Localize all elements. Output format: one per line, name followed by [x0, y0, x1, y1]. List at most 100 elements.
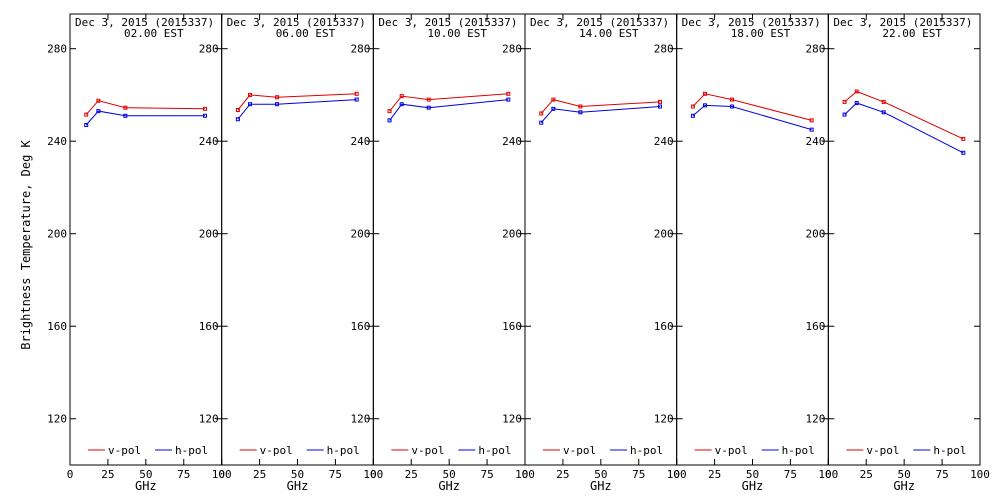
v-pol-point [578, 104, 583, 109]
x-tick-label: 100 [818, 468, 838, 481]
x-tick-label: 0 [67, 468, 74, 481]
h-pol-point [235, 117, 240, 122]
h-pol-point [248, 102, 253, 107]
h-pol-point [578, 110, 583, 115]
y-tick-label: 120 [805, 413, 825, 426]
x-tick-label: 0 [218, 468, 225, 481]
panel-date: Dec 3, 2015 (2015337) [227, 16, 366, 29]
x-axis-title: GHz [742, 479, 764, 493]
x-axis-title: GHz [135, 479, 157, 493]
y-tick-label: 120 [502, 413, 522, 426]
h-pol-point [426, 105, 431, 110]
v-pol-point [275, 95, 280, 100]
v-pol-point [703, 91, 708, 96]
x-tick-label: 25 [708, 468, 721, 481]
h-pol-line [389, 99, 509, 121]
legend-label-v-pol: v-pol [411, 444, 444, 457]
y-tick-label: 240 [47, 135, 67, 148]
panel-4: Dec 3, 2015 (2015337)14.00 EST 120 160 200 2… [502, 13, 687, 493]
panel-date: Dec 3, 2015 (2015337) [378, 16, 517, 29]
y-tick-label: 280 [654, 43, 674, 56]
x-tick-label: 25 [556, 468, 569, 481]
h-pol-point [506, 97, 511, 102]
v-pol-point [842, 99, 847, 104]
h-pol-point [539, 120, 544, 125]
v-pol-line [692, 93, 812, 121]
v-pol-point [202, 106, 207, 111]
y-tick-label: 280 [47, 43, 67, 56]
y-tick-label: 120 [47, 413, 67, 426]
x-tick-label: 25 [101, 468, 114, 481]
legend-label-h-pol: h-pol [478, 444, 511, 457]
panels: Dec 3, 2015 (2015337)02.00 EST1201602002… [47, 13, 990, 493]
h-pol-point [84, 123, 89, 128]
v-pol-point [854, 89, 859, 94]
v-pol-point [657, 99, 662, 104]
x-tick-label: 100 [970, 468, 990, 481]
v-pol-point [123, 105, 128, 110]
h-pol-point [96, 109, 101, 114]
h-pol-line [237, 99, 357, 120]
v-pol-point [961, 136, 966, 141]
h-pol-point [854, 101, 859, 106]
y-tick-label: 160 [47, 320, 67, 333]
x-tick-label: 0 [522, 468, 529, 481]
y-tick-label: 240 [502, 135, 522, 148]
panel-time: 02.00 EST [124, 27, 184, 40]
legend-label-v-pol: v-pol [563, 444, 596, 457]
x-tick-label: 50 [291, 468, 304, 481]
x-tick-label: 100 [363, 468, 383, 481]
v-pol-point [399, 94, 404, 99]
x-tick-label: 25 [860, 468, 873, 481]
x-tick-label: 100 [667, 468, 687, 481]
v-pol-point [426, 97, 431, 102]
y-tick-label: 120 [350, 413, 370, 426]
x-tick-label: 50 [443, 468, 456, 481]
x-tick-label: 50 [139, 468, 152, 481]
v-pol-point [730, 97, 735, 102]
v-pol-point [881, 99, 886, 104]
v-pol-point [551, 97, 556, 102]
h-pol-point [961, 150, 966, 155]
x-axis-title: GHz [287, 479, 309, 493]
y-tick-label: 240 [350, 135, 370, 148]
v-pol-line [389, 93, 509, 112]
v-pol-point [235, 107, 240, 112]
h-pol-point [730, 104, 735, 109]
x-tick-label: 50 [898, 468, 911, 481]
x-axis-title: GHz [590, 479, 612, 493]
y-tick-label: 200 [47, 228, 67, 241]
v-pol-point [84, 112, 89, 117]
h-pol-point [690, 113, 695, 118]
v-pol-line [540, 99, 661, 114]
x-tick-label: 100 [515, 468, 535, 481]
legend-label-h-pol: h-pol [175, 444, 208, 457]
h-pol-line [85, 110, 205, 126]
h-pol-point [399, 102, 404, 107]
y-tick-label: 240 [199, 135, 219, 148]
h-pol-point [202, 113, 207, 118]
y-tick-label: 240 [654, 135, 674, 148]
legend-label-v-pol: v-pol [715, 444, 748, 457]
h-pol-point [842, 112, 847, 117]
v-pol-line [85, 100, 206, 115]
y-tick-label: 160 [350, 320, 370, 333]
y-tick-label: 240 [805, 135, 825, 148]
panel-3: Dec 3, 2015 (2015337)10.00 EST 120 160 200 2… [350, 13, 535, 493]
h-pol-line [844, 102, 964, 154]
legend-label-v-pol: v-pol [866, 444, 899, 457]
x-tick-label: 0 [825, 468, 832, 481]
v-pol-point [506, 91, 511, 96]
h-pol-line [540, 106, 661, 124]
legend-label-h-pol: h-pol [782, 444, 815, 457]
x-tick-label: 75 [784, 468, 797, 481]
panel-date: Dec 3, 2015 (2015337) [75, 16, 214, 29]
h-pol-point [551, 106, 556, 111]
panel-date: Dec 3, 2015 (2015337) [530, 16, 669, 29]
y-tick-label: 120 [654, 413, 674, 426]
legend-label-v-pol: v-pol [108, 444, 141, 457]
h-pol-point [354, 97, 359, 102]
x-tick-label: 75 [480, 468, 493, 481]
panel-date: Dec 3, 2015 (2015337) [682, 16, 821, 29]
h-pol-point [703, 103, 708, 108]
